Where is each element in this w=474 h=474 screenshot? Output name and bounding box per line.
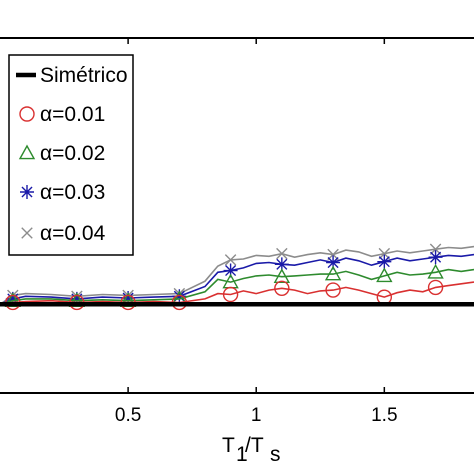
star-marker — [274, 257, 289, 272]
x-ticks: 0.5 1 1.5 — [115, 38, 398, 426]
star-marker — [326, 255, 341, 270]
x-label-main: T — [222, 434, 235, 457]
x-marker — [276, 247, 288, 260]
plot-area — [0, 243, 474, 311]
legend-label: Simétrico — [40, 64, 128, 87]
axes — [0, 37, 474, 394]
star-marker — [172, 289, 187, 304]
legend-label: α=0.03 — [40, 181, 105, 204]
legend-entries: Simétrico α=0.01 α=0.02 α=0.03 α=0.04 — [16, 64, 128, 245]
legend-label: α=0.04 — [40, 222, 106, 245]
legend-entry-2: α=0.02 — [18, 142, 105, 165]
x-marker — [21, 227, 33, 239]
legend-label: α=0.01 — [40, 103, 105, 126]
legend: Simétrico α=0.01 α=0.02 α=0.03 α=0.04 — [8, 54, 134, 256]
triangle-marker — [324, 265, 342, 281]
triangle-marker — [273, 268, 291, 284]
x-tick-label: 1 — [251, 405, 262, 426]
x-label-sub2: s — [270, 443, 281, 466]
x-label-sep: /T — [245, 434, 264, 457]
triangle-marker — [18, 144, 36, 160]
x-tick-label: 1.5 — [371, 405, 397, 426]
star-marker — [20, 185, 34, 199]
series-line — [0, 268, 474, 306]
legend-entry-1: α=0.01 — [19, 103, 105, 126]
series-3 — [0, 250, 474, 306]
legend-entry-0: Simétrico — [16, 64, 128, 87]
circle-marker — [19, 106, 35, 122]
x-axis-label: T 1 /T s — [222, 434, 281, 466]
series-line — [0, 281, 474, 306]
circle-marker — [274, 280, 290, 296]
star-marker — [377, 254, 392, 269]
star-marker — [5, 291, 20, 306]
circle-marker — [325, 282, 341, 298]
star-marker — [428, 250, 443, 265]
star-marker — [223, 263, 238, 278]
star-marker — [121, 291, 136, 306]
legend-box — [8, 54, 134, 256]
circle-marker — [222, 286, 239, 303]
legend-entry-3: α=0.03 — [20, 181, 105, 204]
legend-label: α=0.02 — [40, 142, 105, 165]
triangle-marker — [376, 267, 393, 283]
star-marker — [69, 291, 84, 306]
legend-entry-4: α=0.04 — [21, 222, 106, 245]
triangle-marker — [427, 263, 444, 279]
x-label-sub1: 1 — [236, 443, 248, 466]
circle-marker — [427, 279, 444, 296]
x-tick-label: 0.5 — [115, 405, 141, 426]
x-marker — [224, 254, 237, 266]
